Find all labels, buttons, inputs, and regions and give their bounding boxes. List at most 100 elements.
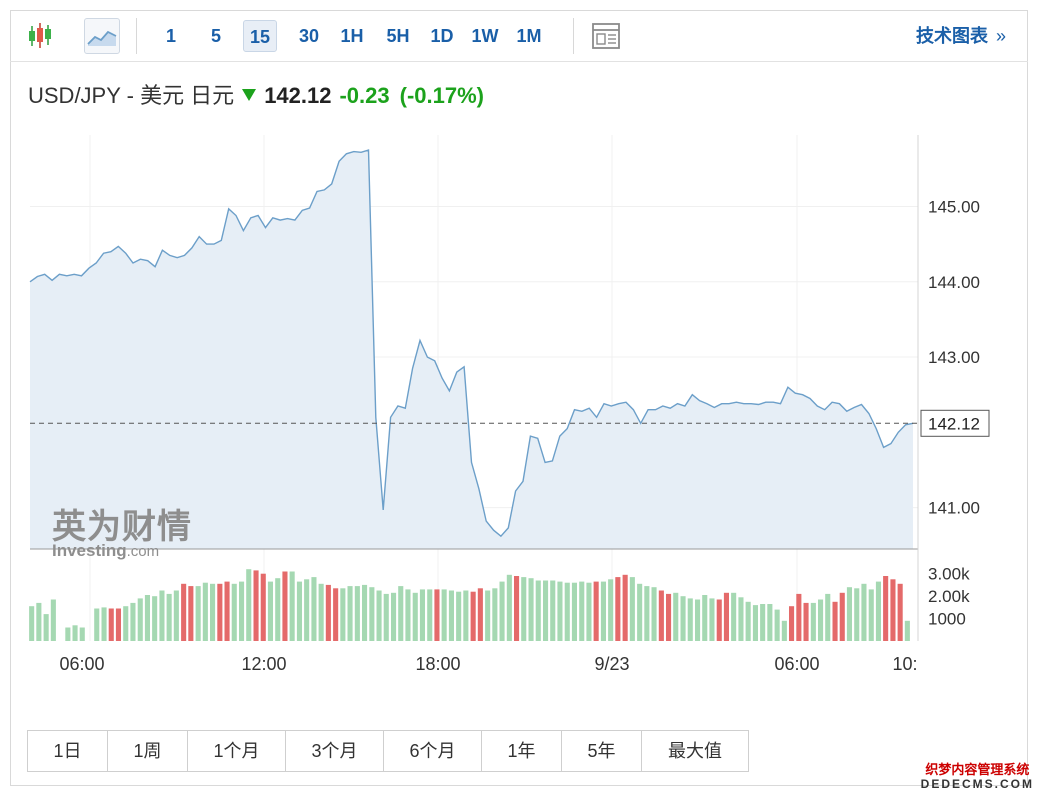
volume-bar bbox=[832, 601, 838, 641]
volume-bar bbox=[803, 602, 809, 641]
volume-bar bbox=[629, 577, 635, 641]
volume-bar bbox=[875, 581, 881, 641]
volume-bar bbox=[637, 583, 643, 641]
volume-bar bbox=[173, 590, 179, 641]
table-view-icon[interactable] bbox=[588, 18, 624, 54]
volume-bar bbox=[557, 581, 563, 641]
volume-bar bbox=[130, 602, 136, 641]
volume-bar bbox=[745, 601, 751, 641]
volume-bar bbox=[846, 587, 852, 641]
investing-watermark: 英为财情 Investing.com bbox=[52, 510, 192, 561]
price-area bbox=[30, 150, 913, 549]
volume-bar bbox=[622, 574, 628, 641]
volume-bar bbox=[311, 577, 317, 641]
range-button-1[interactable]: 1周 bbox=[108, 731, 188, 771]
volume-bar bbox=[514, 576, 520, 641]
range-button-7[interactable]: 最大值 bbox=[668, 741, 722, 761]
volume-bar bbox=[904, 620, 910, 641]
current-price-label: 142.12 bbox=[928, 414, 980, 433]
x-tick-label: 12:00 bbox=[241, 654, 286, 674]
price-line bbox=[29, 149, 914, 538]
range-button-2[interactable]: 1个月 bbox=[188, 731, 286, 771]
range-button-3[interactable]: 3个月 bbox=[286, 731, 384, 771]
volume-bar bbox=[152, 596, 158, 641]
interval-button-15[interactable]: 15 bbox=[243, 20, 277, 52]
volume-tick-label: 1000 bbox=[928, 610, 966, 629]
volume-bar bbox=[543, 580, 549, 641]
volume-bar bbox=[897, 583, 903, 641]
volume-bar bbox=[680, 596, 686, 641]
volume-bar bbox=[434, 589, 440, 641]
volume-bar bbox=[593, 581, 599, 641]
range-button-0[interactable]: 1日 bbox=[28, 731, 108, 771]
interval-button-1h[interactable]: 1H bbox=[340, 26, 364, 46]
volume-tick-label: 3.00k bbox=[928, 565, 970, 584]
volume-bar bbox=[695, 599, 701, 641]
price-tick-label: 141.00 bbox=[928, 499, 980, 518]
toolbar-separator bbox=[573, 18, 574, 54]
x-tick-label: 06:00 bbox=[774, 654, 819, 674]
interval-button-1m[interactable]: 1M bbox=[516, 26, 542, 46]
volume-bar bbox=[550, 580, 556, 641]
area-chart-icon[interactable] bbox=[84, 18, 120, 54]
volume-bar bbox=[854, 588, 860, 641]
interval-button-5h[interactable]: 5H bbox=[386, 26, 410, 46]
volume-bar bbox=[101, 607, 107, 641]
volume-bar bbox=[115, 608, 121, 641]
watermark-en-name: Investing bbox=[52, 541, 127, 560]
volume-bar bbox=[868, 589, 874, 641]
volume-bar bbox=[535, 580, 541, 641]
volume-bar bbox=[318, 583, 324, 641]
volume-bar bbox=[296, 581, 302, 641]
volume-bar bbox=[246, 569, 252, 641]
volume-bar bbox=[412, 592, 418, 641]
volume-bar bbox=[456, 591, 462, 641]
volume-bar bbox=[571, 582, 577, 641]
x-tick-label: 9/23 bbox=[594, 654, 629, 674]
volume-bar bbox=[369, 587, 375, 641]
volume-bar bbox=[333, 588, 339, 641]
volume-bar bbox=[289, 571, 295, 641]
volume-bar bbox=[658, 590, 664, 641]
volume-bar bbox=[224, 581, 230, 641]
corner-watermark-line2: DEDECMS.COM bbox=[920, 777, 1034, 791]
interval-button-1d[interactable]: 1D bbox=[430, 26, 454, 46]
current-price-badge bbox=[920, 409, 990, 437]
last-price: 142.12 bbox=[264, 83, 332, 108]
volume-bar bbox=[383, 593, 389, 641]
price-change: -0.23 bbox=[339, 83, 390, 108]
candlestick-icon[interactable] bbox=[22, 18, 58, 54]
watermark-en-suffix: .com bbox=[126, 543, 160, 560]
volume-bar bbox=[260, 573, 266, 641]
price-tick-label: 145.00 bbox=[928, 198, 980, 217]
volume-bar bbox=[731, 592, 737, 641]
volume-bar bbox=[65, 627, 71, 641]
volume-bar bbox=[441, 589, 447, 641]
volume-bar bbox=[579, 581, 585, 641]
volume-bar bbox=[239, 581, 245, 641]
interval-button-30[interactable]: 30 bbox=[298, 26, 320, 46]
range-button-5[interactable]: 1年 bbox=[482, 731, 562, 771]
volume-bar bbox=[608, 579, 614, 641]
volume-bar bbox=[723, 592, 729, 641]
technical-chart-link[interactable]: 技术图表 » bbox=[916, 20, 1006, 52]
volume-bar bbox=[391, 592, 397, 641]
price-chart[interactable]: 145.00 144.00 143.00 141.00 142.12 3.00k 2.00k… bbox=[0, 0, 1044, 720]
range-button-4[interactable]: 6个月 bbox=[384, 731, 482, 771]
corner-watermark: 织梦内容管理系统 DEDECMS.COM bbox=[921, 762, 1034, 792]
range-button-6[interactable]: 5年 bbox=[562, 731, 642, 771]
volume-bar bbox=[108, 608, 114, 641]
volume-bar bbox=[767, 604, 773, 641]
volume-bar bbox=[144, 595, 150, 641]
interval-button-1w[interactable]: 1W bbox=[471, 26, 499, 46]
interval-button-1[interactable]: 1 bbox=[165, 26, 176, 46]
volume-tick-label: 2.00k bbox=[928, 587, 970, 606]
volume-bar bbox=[275, 578, 281, 641]
x-tick-label: 18:00 bbox=[415, 654, 460, 674]
volume-bar bbox=[818, 599, 824, 641]
volume-bar bbox=[79, 627, 85, 641]
x-tick-label: 10: bbox=[892, 654, 917, 674]
interval-button-5[interactable]: 5 bbox=[210, 26, 221, 46]
volume-bar bbox=[376, 590, 382, 641]
volume-bar bbox=[651, 587, 657, 641]
